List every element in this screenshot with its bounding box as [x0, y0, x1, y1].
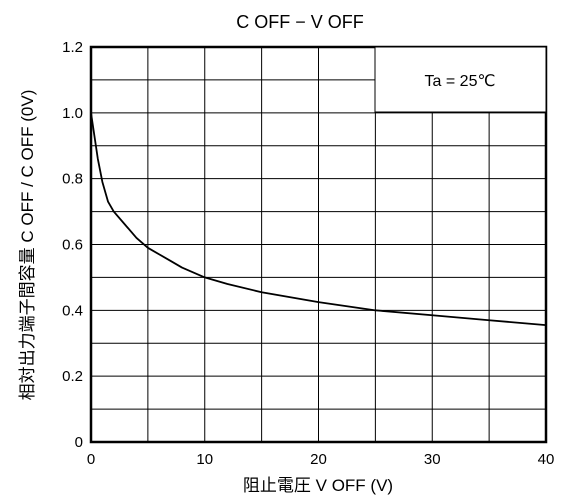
y-tick-label: 0.8	[62, 171, 83, 188]
y-tick-label: 0.6	[62, 237, 83, 254]
annotation-box	[374, 46, 547, 113]
grid	[91, 47, 546, 442]
y-tick-label: 0	[75, 434, 83, 451]
x-tick-label: 20	[310, 451, 327, 468]
y-axis-label: 相対出力端子間容量 C OFF / C OFF (0V)	[18, 90, 37, 401]
x-tick-label: 10	[196, 451, 213, 468]
y-axis-ticks: 0 0.2 0.4 0.6 0.8 1.0 1.2	[62, 39, 83, 451]
x-axis-ticks: 0 10 20 30 40	[87, 451, 555, 468]
series-group	[90, 112, 547, 327]
x-axis-label: 阻止電圧 V OFF (V)	[243, 476, 393, 495]
x-tick-label: 0	[87, 451, 95, 468]
y-tick-label: 0.4	[62, 302, 83, 319]
y-tick-label: 1.0	[62, 105, 83, 122]
chart-title: C OFF − V OFF	[236, 12, 364, 32]
series-line-0	[90, 112, 547, 327]
x-tick-label: 30	[424, 451, 441, 468]
plot-frame	[89, 45, 548, 444]
y-tick-label: 0.2	[62, 368, 83, 385]
x-tick-label: 40	[538, 451, 555, 468]
y-tick-label: 1.2	[62, 39, 83, 56]
annotation-text: Ta = 25℃	[425, 73, 496, 90]
